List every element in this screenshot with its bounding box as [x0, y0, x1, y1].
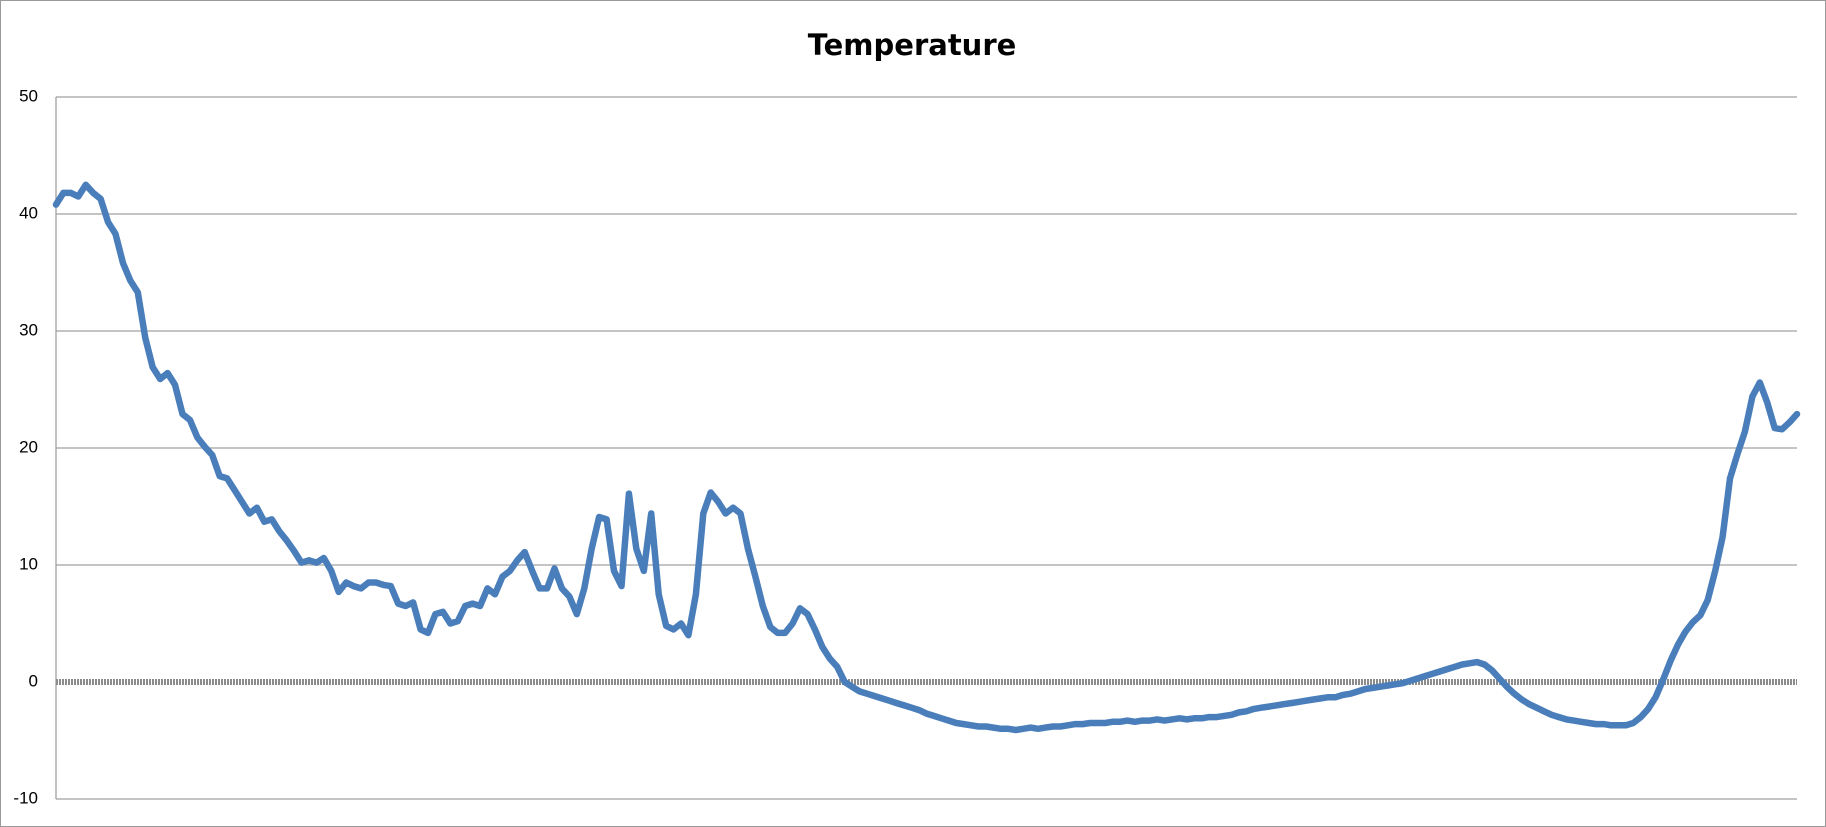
- y-tick-label: 30: [19, 320, 38, 339]
- line-series: [52, 181, 1801, 734]
- y-tick-label: 10: [19, 554, 38, 573]
- y-tick-label: -10: [13, 788, 38, 807]
- chart-title: Temperature: [808, 28, 1017, 62]
- y-tick-label: 50: [19, 86, 38, 105]
- y-tick-label: 40: [19, 203, 38, 222]
- y-tick-label: 0: [29, 671, 38, 690]
- y-tick-label: 20: [19, 437, 38, 456]
